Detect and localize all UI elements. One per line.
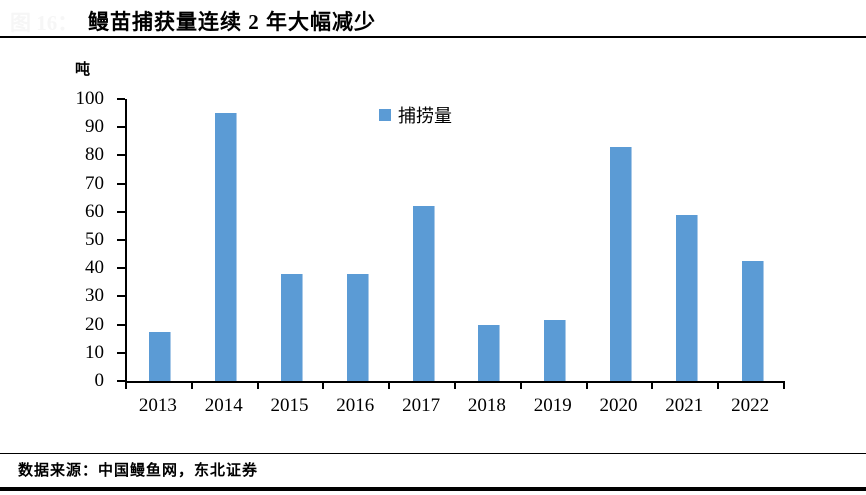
bar-2019 (544, 320, 567, 381)
source-divider (0, 453, 866, 454)
legend-label: 捕捞量 (398, 106, 452, 126)
y-tick-label-20: 20 (85, 313, 104, 335)
x-tick-mark (783, 383, 785, 389)
y-tick-label-100: 100 (75, 88, 105, 109)
x-tick-label-2019: 2019 (533, 395, 572, 416)
x-tick-label-2017: 2017 (402, 395, 441, 416)
bar-2015 (281, 273, 303, 381)
x-tick-mark (322, 383, 325, 389)
y-tick-mark (117, 239, 125, 241)
x-tick-mark (125, 383, 127, 389)
x-tick-mark (585, 383, 588, 389)
bar-2013 (149, 331, 172, 381)
y-tick-mark (117, 154, 125, 157)
bar-2018 (478, 324, 501, 381)
x-tick-label-2022: 2022 (731, 395, 770, 416)
bar-2020 (610, 146, 632, 381)
y-tick-label-90: 90 (85, 116, 104, 138)
y-tick-label-30: 30 (85, 285, 104, 307)
y-axis-unit-label: 吨 (75, 62, 91, 78)
y-tick-label-70: 70 (85, 172, 104, 194)
y-tick-mark (117, 126, 125, 129)
y-tick-mark (117, 295, 125, 298)
x-tick-label-2016: 2016 (336, 395, 375, 416)
bar-2022 (741, 261, 764, 381)
bar-2014 (215, 113, 238, 381)
x-tick-mark (190, 383, 193, 389)
x-tick-label-2021: 2021 (665, 395, 704, 416)
y-tick-mark (117, 323, 125, 326)
data-source: 数据来源：中国鳗鱼网，东北证券 (18, 463, 259, 479)
bar-2016 (346, 273, 369, 381)
x-tick-mark (256, 383, 259, 389)
x-tick-label-2013: 2013 (138, 395, 177, 416)
y-tick-label-0: 0 (94, 370, 105, 391)
chart-legend: 捕捞量 (379, 102, 452, 128)
y-tick-label-50: 50 (85, 229, 104, 250)
y-tick-mark (117, 210, 125, 213)
y-tick-mark (117, 182, 125, 185)
y-tick-mark (117, 351, 125, 354)
y-tick-label-60: 60 (85, 200, 104, 222)
x-tick-mark (519, 383, 522, 389)
legend-swatch (379, 109, 391, 121)
figure-number-label: 图 16： (10, 11, 79, 35)
y-tick-label-10: 10 (85, 341, 104, 363)
y-tick-label-40: 40 (85, 257, 104, 279)
figure-title: 鳗苗捕获量连续 2 年大幅减少 (88, 10, 376, 34)
bar-2021 (675, 214, 698, 381)
x-tick-label-2014: 2014 (204, 395, 243, 416)
title-divider (0, 36, 866, 38)
x-tick-label-2018: 2018 (467, 395, 506, 416)
x-tick-mark (717, 383, 720, 389)
plot-area (125, 99, 785, 383)
x-tick-mark (454, 383, 456, 389)
x-tick-mark (651, 383, 654, 389)
y-tick-mark (117, 380, 125, 382)
bar-2017 (412, 206, 435, 381)
y-tick-mark (117, 98, 125, 100)
y-tick-mark (117, 267, 125, 270)
x-tick-mark (388, 383, 391, 389)
bottom-border (0, 487, 866, 491)
x-tick-label-2015: 2015 (270, 395, 309, 416)
x-tick-label-2020: 2020 (599, 395, 638, 416)
y-tick-label-80: 80 (85, 144, 104, 166)
